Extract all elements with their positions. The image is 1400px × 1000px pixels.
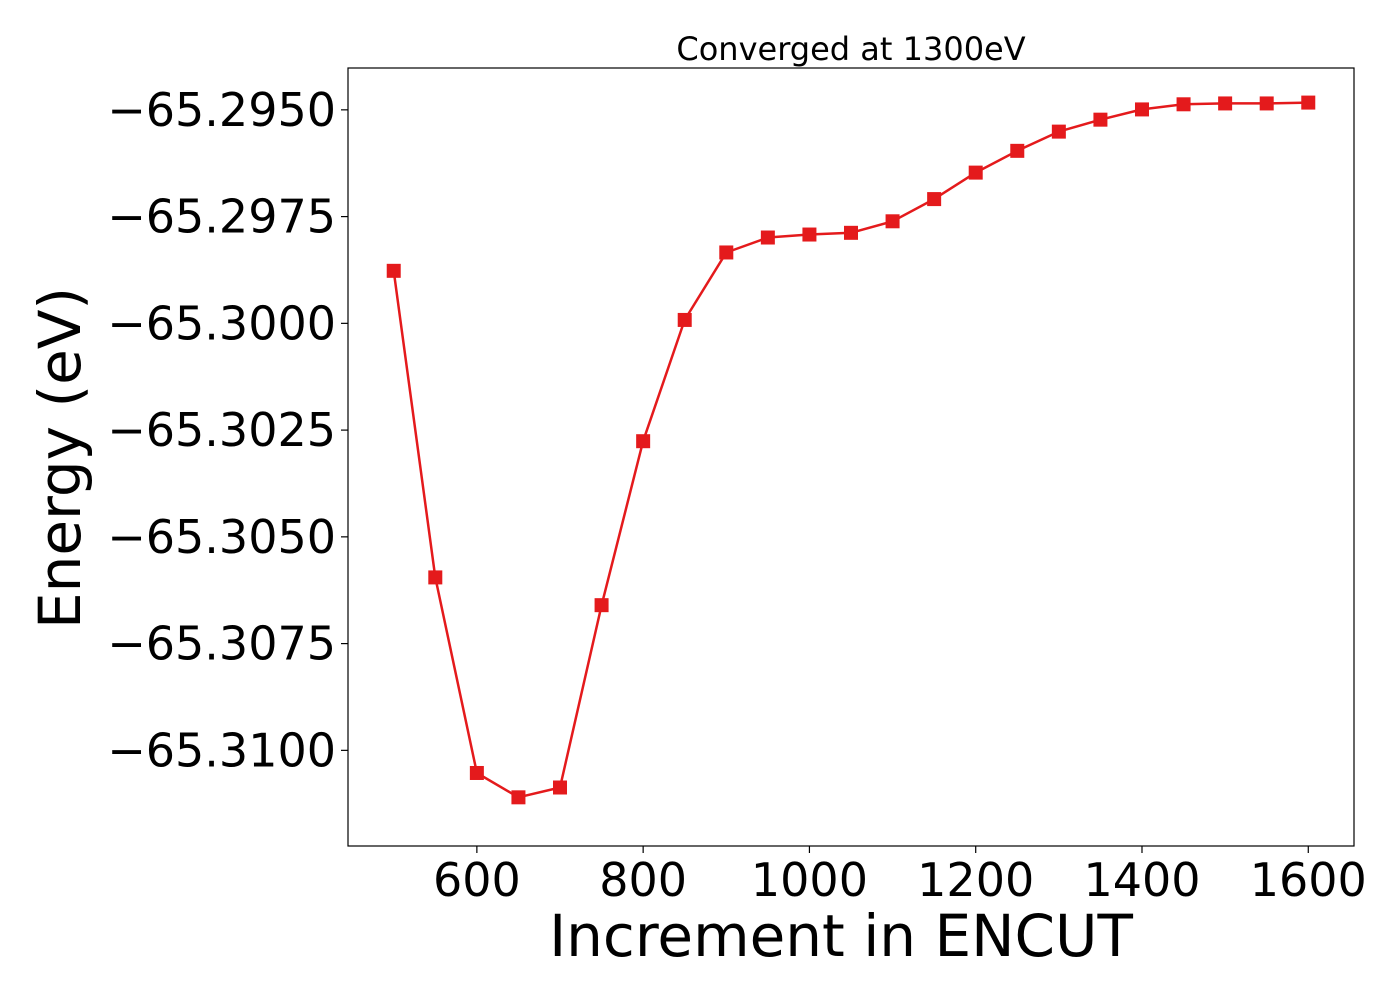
- data-point-marker: [677, 312, 692, 327]
- y-tick-label: −65.2950: [107, 83, 336, 137]
- x-tick-label: 1000: [751, 853, 868, 907]
- data-point-marker: [1176, 97, 1191, 112]
- x-tick-label: 800: [599, 853, 687, 907]
- data-point-marker: [968, 165, 983, 180]
- data-point-marker: [885, 214, 900, 229]
- data-point-marker: [511, 790, 526, 805]
- data-point-marker: [1218, 96, 1233, 111]
- data-point-marker: [719, 245, 734, 260]
- data-point-marker: [1259, 96, 1274, 111]
- series-line: [392, 101, 1309, 799]
- x-axis-label: Increment in ENCUT: [549, 902, 1133, 970]
- y-tick-label: −65.3050: [107, 510, 336, 564]
- chart-title: Converged at 1300eV: [676, 30, 1025, 68]
- data-point-marker: [802, 227, 817, 242]
- data-point-marker: [927, 192, 942, 207]
- data-point-marker: [386, 263, 401, 278]
- data-point-marker: [553, 780, 568, 795]
- data-point-marker: [760, 230, 775, 245]
- x-tick-label: 1600: [1250, 853, 1367, 907]
- data-point-marker: [1093, 112, 1108, 127]
- data-point-marker: [636, 434, 651, 449]
- x-tick-label: 1200: [917, 853, 1034, 907]
- y-axis-label: Energy (eV): [26, 287, 94, 629]
- data-point-marker: [844, 225, 858, 240]
- y-tick-label: −65.2975: [107, 190, 336, 244]
- data-point-marker: [1134, 102, 1149, 117]
- data-point-marker: [469, 765, 484, 780]
- x-tick-label: 600: [433, 853, 521, 907]
- y-tick-label: −65.3025: [107, 403, 336, 457]
- data-point-marker: [1051, 124, 1066, 139]
- series-energy: [386, 95, 1316, 805]
- y-tick-label: −65.3100: [107, 723, 336, 777]
- y-tick-label: −65.3000: [107, 296, 336, 350]
- y-axis: −65.3100 −65.3075 −65.3050 −65.3025 −65.3000…: [107, 83, 348, 777]
- data-point-marker: [428, 570, 443, 585]
- data-point-marker: [1301, 95, 1316, 110]
- data-point-marker: [594, 598, 609, 613]
- data-point-marker: [1010, 143, 1025, 158]
- x-axis: 600 800 1000 1200 1400 1600: [433, 846, 1367, 907]
- x-tick-label: 1400: [1083, 853, 1200, 907]
- plot-frame: [347, 67, 1355, 847]
- y-tick-label: −65.3075: [107, 617, 336, 671]
